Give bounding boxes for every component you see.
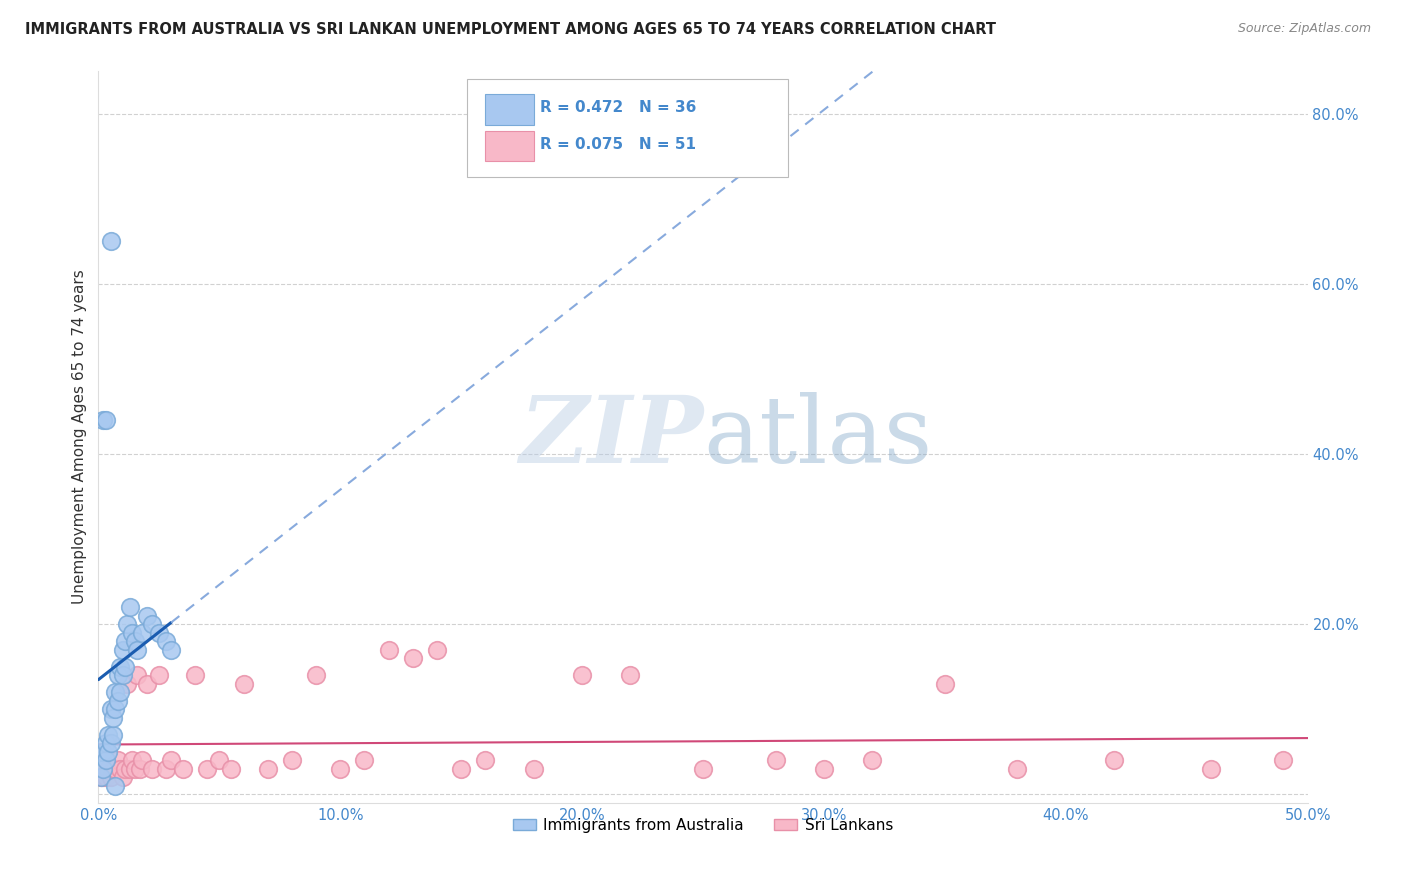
Point xyxy=(131,625,153,640)
Point xyxy=(91,413,114,427)
Point xyxy=(160,753,183,767)
Point xyxy=(118,762,141,776)
Point xyxy=(305,668,328,682)
Point xyxy=(91,745,114,759)
Point xyxy=(100,235,122,249)
Point xyxy=(160,642,183,657)
Point xyxy=(111,642,134,657)
Point xyxy=(108,762,131,776)
Point xyxy=(256,762,278,776)
Text: atlas: atlas xyxy=(703,392,932,482)
Point xyxy=(135,608,157,623)
Point xyxy=(692,762,714,776)
Point xyxy=(101,762,124,776)
Point xyxy=(765,753,787,767)
Point xyxy=(104,702,127,716)
Text: R = 0.472   N = 36: R = 0.472 N = 36 xyxy=(540,101,696,115)
Point xyxy=(101,728,124,742)
Point xyxy=(1102,753,1125,767)
Point xyxy=(523,762,546,776)
Point xyxy=(107,753,129,767)
Point xyxy=(124,762,146,776)
Point xyxy=(141,762,163,776)
Point xyxy=(172,762,194,776)
Point xyxy=(232,677,254,691)
Point xyxy=(195,762,218,776)
Point xyxy=(111,770,134,784)
Point xyxy=(94,770,117,784)
Point xyxy=(94,753,117,767)
Text: Source: ZipAtlas.com: Source: ZipAtlas.com xyxy=(1237,22,1371,36)
Point xyxy=(108,659,131,673)
Point xyxy=(118,600,141,615)
Point xyxy=(90,770,112,784)
Point xyxy=(101,711,124,725)
Text: IMMIGRANTS FROM AUSTRALIA VS SRI LANKAN UNEMPLOYMENT AMONG AGES 65 TO 74 YEARS C: IMMIGRANTS FROM AUSTRALIA VS SRI LANKAN … xyxy=(25,22,997,37)
Text: R = 0.075   N = 51: R = 0.075 N = 51 xyxy=(540,137,696,152)
Point xyxy=(97,745,120,759)
Point xyxy=(860,753,883,767)
Point xyxy=(353,753,375,767)
Point xyxy=(148,625,170,640)
Point xyxy=(104,779,127,793)
Point xyxy=(402,651,425,665)
Point xyxy=(97,728,120,742)
FancyBboxPatch shape xyxy=(485,94,534,125)
Point xyxy=(91,762,114,776)
Point xyxy=(571,668,593,682)
Point xyxy=(90,770,112,784)
Point xyxy=(91,770,114,784)
Point xyxy=(114,659,136,673)
Point xyxy=(100,770,122,784)
Point xyxy=(329,762,352,776)
Point xyxy=(141,617,163,632)
Point xyxy=(121,625,143,640)
Text: ZIP: ZIP xyxy=(519,392,703,482)
Point xyxy=(184,668,207,682)
Point xyxy=(94,413,117,427)
Point xyxy=(117,617,139,632)
Point xyxy=(100,702,122,716)
Point xyxy=(127,668,149,682)
Point xyxy=(108,685,131,699)
Point xyxy=(124,634,146,648)
Y-axis label: Unemployment Among Ages 65 to 74 years: Unemployment Among Ages 65 to 74 years xyxy=(72,269,87,605)
Point xyxy=(114,762,136,776)
Point xyxy=(94,736,117,750)
Point xyxy=(100,736,122,750)
Point xyxy=(135,677,157,691)
Legend: Immigrants from Australia, Sri Lankans: Immigrants from Australia, Sri Lankans xyxy=(506,812,900,839)
Point xyxy=(131,753,153,767)
Point xyxy=(426,642,449,657)
Point xyxy=(619,668,641,682)
Point xyxy=(1199,762,1222,776)
Point xyxy=(107,694,129,708)
Point xyxy=(127,642,149,657)
Point xyxy=(281,753,304,767)
Point xyxy=(813,762,835,776)
Point xyxy=(104,685,127,699)
Point xyxy=(111,668,134,682)
Point xyxy=(377,642,399,657)
Point xyxy=(208,753,231,767)
Point xyxy=(155,634,177,648)
Point xyxy=(934,677,956,691)
Point xyxy=(128,762,150,776)
Point xyxy=(155,762,177,776)
Point xyxy=(1007,762,1029,776)
Point xyxy=(148,668,170,682)
FancyBboxPatch shape xyxy=(467,78,787,178)
Point xyxy=(221,762,243,776)
Point xyxy=(121,753,143,767)
FancyBboxPatch shape xyxy=(485,130,534,161)
Point xyxy=(107,668,129,682)
Point xyxy=(1272,753,1295,767)
Point xyxy=(450,762,472,776)
Point xyxy=(474,753,496,767)
Point xyxy=(117,677,139,691)
Point xyxy=(114,634,136,648)
Point xyxy=(104,762,127,776)
Point xyxy=(97,762,120,776)
